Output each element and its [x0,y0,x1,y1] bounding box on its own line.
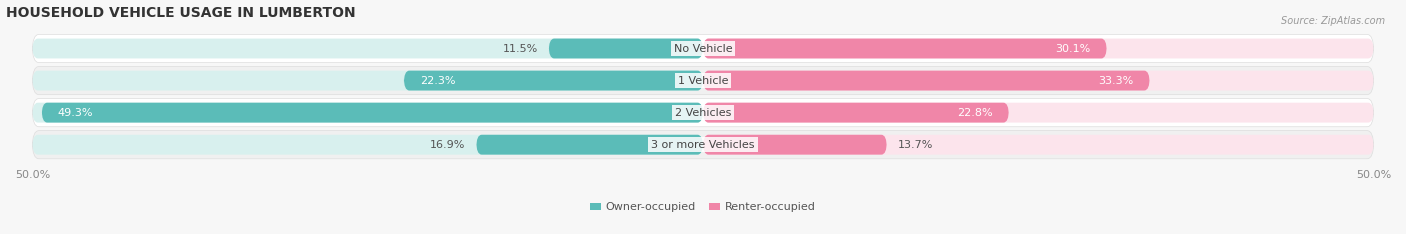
FancyBboxPatch shape [703,39,1107,58]
Text: 49.3%: 49.3% [58,108,93,118]
FancyBboxPatch shape [404,71,703,91]
FancyBboxPatch shape [32,103,703,123]
Text: 2 Vehicles: 2 Vehicles [675,108,731,118]
Text: 3 or more Vehicles: 3 or more Vehicles [651,140,755,150]
FancyBboxPatch shape [703,71,1374,91]
Text: 13.7%: 13.7% [897,140,932,150]
Text: No Vehicle: No Vehicle [673,44,733,54]
Text: 30.1%: 30.1% [1056,44,1091,54]
FancyBboxPatch shape [32,135,703,155]
FancyBboxPatch shape [703,135,1374,155]
FancyBboxPatch shape [703,39,1374,58]
FancyBboxPatch shape [703,135,887,155]
FancyBboxPatch shape [32,66,1374,95]
FancyBboxPatch shape [703,71,1150,91]
Text: 16.9%: 16.9% [430,140,465,150]
FancyBboxPatch shape [32,131,1374,159]
FancyBboxPatch shape [32,71,703,91]
FancyBboxPatch shape [32,99,1374,127]
Text: 1 Vehicle: 1 Vehicle [678,76,728,86]
FancyBboxPatch shape [548,39,703,58]
Text: 33.3%: 33.3% [1098,76,1133,86]
FancyBboxPatch shape [703,103,1008,123]
Text: Source: ZipAtlas.com: Source: ZipAtlas.com [1281,16,1385,26]
FancyBboxPatch shape [477,135,703,155]
FancyBboxPatch shape [32,34,1374,63]
Text: 11.5%: 11.5% [503,44,538,54]
FancyBboxPatch shape [42,103,703,123]
Legend: Owner-occupied, Renter-occupied: Owner-occupied, Renter-occupied [591,202,815,212]
Text: 22.8%: 22.8% [957,108,993,118]
Text: HOUSEHOLD VEHICLE USAGE IN LUMBERTON: HOUSEHOLD VEHICLE USAGE IN LUMBERTON [6,6,356,20]
Text: 22.3%: 22.3% [420,76,456,86]
FancyBboxPatch shape [32,39,703,58]
FancyBboxPatch shape [703,103,1374,123]
